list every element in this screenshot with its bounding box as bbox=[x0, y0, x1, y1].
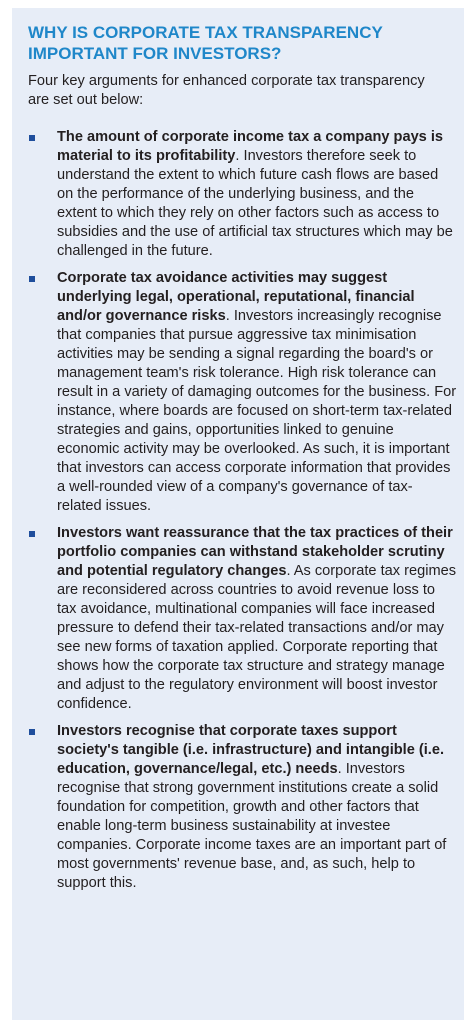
bullet bbox=[29, 135, 35, 141]
argument: Investors recognise that corporate taxes… bbox=[28, 722, 457, 893]
argument-lead: Corporate tax avoidance activities may s… bbox=[57, 270, 415, 324]
intro: Four key arguments for enhanced corporat… bbox=[28, 73, 425, 108]
argument-text: . Investors recognise that strong govern… bbox=[57, 761, 447, 891]
argument: Corporate tax avoidance activities may s… bbox=[28, 269, 457, 516]
argument: The amount of corporate income tax a com… bbox=[28, 128, 457, 261]
argument-lead: The amount of corporate income tax a com… bbox=[57, 129, 444, 164]
argument-text: . Investors therefore seek to understand… bbox=[57, 148, 453, 259]
argument-text: . As corporate tax regimes are reconside… bbox=[57, 563, 457, 712]
argument-list: The amount of corporate income tax a com… bbox=[28, 128, 456, 893]
bullet bbox=[29, 276, 35, 282]
info-box: WHY IS CORPORATE TAX TRANSPARENCY IMPORT… bbox=[12, 8, 464, 1020]
bullet bbox=[29, 729, 35, 735]
bullet bbox=[29, 531, 35, 537]
argument-lead: Investors want reassurance that the tax … bbox=[57, 525, 453, 579]
argument-text: . Investors increasingly recognise that … bbox=[57, 308, 457, 514]
argument-lead: Investors recognise that corporate taxes… bbox=[57, 723, 445, 777]
title: WHY IS CORPORATE TAX TRANSPARENCY IMPORT… bbox=[28, 23, 383, 63]
argument: Investors want reassurance that the tax … bbox=[28, 524, 457, 714]
